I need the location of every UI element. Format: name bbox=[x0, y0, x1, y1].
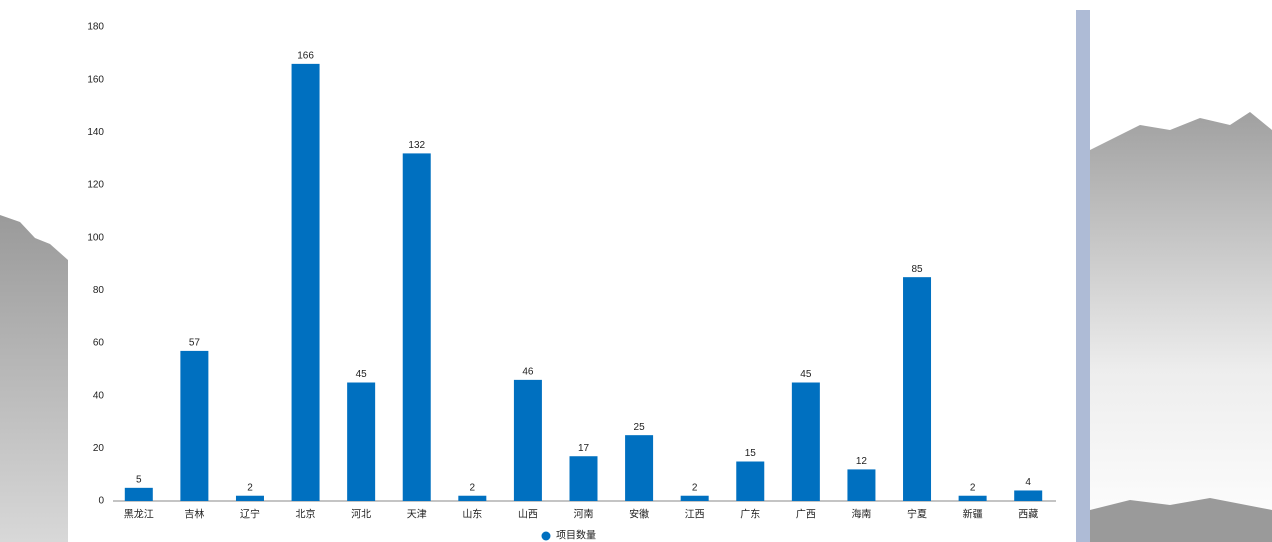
bar bbox=[847, 469, 876, 501]
side-strip bbox=[1076, 10, 1090, 542]
bar bbox=[235, 495, 264, 501]
x-tick-label: 广东 bbox=[740, 508, 760, 521]
y-tick-label: 80 bbox=[93, 285, 105, 296]
y-tick-label: 140 bbox=[87, 127, 104, 138]
x-tick-label: 西藏 bbox=[1018, 509, 1038, 521]
data-label: 2 bbox=[470, 482, 476, 493]
y-tick-label: 120 bbox=[87, 180, 104, 191]
data-label: 25 bbox=[634, 422, 646, 433]
data-label: 166 bbox=[297, 51, 314, 62]
x-tick-label: 河北 bbox=[351, 509, 371, 521]
x-tick-label: 新疆 bbox=[963, 508, 983, 521]
bar bbox=[513, 379, 542, 501]
bar bbox=[791, 382, 820, 501]
bar bbox=[736, 461, 765, 501]
bar bbox=[903, 277, 932, 501]
x-tick-label: 安徽 bbox=[629, 508, 649, 521]
x-tick-label: 黑龙江 bbox=[124, 508, 154, 521]
data-label: 2 bbox=[970, 482, 976, 493]
x-tick-label: 海南 bbox=[851, 508, 871, 521]
data-label: 12 bbox=[856, 456, 868, 467]
bar bbox=[347, 382, 376, 501]
background-trees bbox=[0, 215, 68, 542]
x-tick-label: 河南 bbox=[574, 508, 594, 521]
x-tick-label: 辽宁 bbox=[240, 508, 260, 521]
y-tick-label: 100 bbox=[87, 232, 104, 243]
data-label: 132 bbox=[408, 140, 425, 151]
background-trees bbox=[1090, 498, 1272, 542]
x-tick-label: 宁夏 bbox=[907, 508, 927, 521]
x-tick-label: 北京 bbox=[296, 508, 316, 521]
bar bbox=[1014, 490, 1043, 501]
data-label: 17 bbox=[578, 443, 590, 454]
data-label: 45 bbox=[356, 369, 368, 380]
data-label: 57 bbox=[189, 338, 201, 349]
legend-marker bbox=[541, 531, 551, 541]
y-tick-label: 160 bbox=[87, 74, 104, 85]
data-label: 45 bbox=[800, 369, 812, 380]
bar bbox=[180, 350, 209, 501]
x-tick-label: 广西 bbox=[796, 509, 816, 521]
y-tick-label: 40 bbox=[93, 390, 105, 401]
data-label: 5 bbox=[136, 474, 142, 485]
legend-label: 项目数量 bbox=[556, 529, 596, 542]
data-label: 4 bbox=[1025, 477, 1031, 488]
background-trees bbox=[1090, 112, 1272, 542]
data-label: 2 bbox=[247, 482, 253, 493]
plot: 0 20 40 60 80 100 120 140 160 180 黑龙江 吉林 辽宁 北京 河北 天津 山东 山… bbox=[87, 22, 1043, 542]
bar bbox=[625, 435, 654, 501]
bar bbox=[402, 153, 431, 501]
data-label: 85 bbox=[911, 264, 923, 275]
bar bbox=[124, 487, 153, 501]
x-tick-label: 天津 bbox=[407, 509, 427, 521]
data-label: 2 bbox=[692, 482, 698, 493]
x-tick-label: 山东 bbox=[462, 508, 482, 521]
bar bbox=[680, 495, 709, 501]
x-tick-label: 江西 bbox=[685, 509, 705, 521]
x-tick-label: 山西 bbox=[518, 509, 538, 521]
y-tick-label: 60 bbox=[93, 338, 105, 349]
bar bbox=[458, 495, 487, 501]
x-tick-label: 吉林 bbox=[184, 508, 204, 521]
y-tick-label: 20 bbox=[93, 443, 105, 454]
y-tick-label: 180 bbox=[87, 22, 104, 33]
bar bbox=[958, 495, 987, 501]
bar bbox=[569, 456, 598, 501]
data-label: 46 bbox=[522, 367, 534, 378]
y-tick-label: 0 bbox=[98, 496, 104, 507]
bar bbox=[291, 63, 320, 501]
data-label: 15 bbox=[745, 448, 757, 459]
